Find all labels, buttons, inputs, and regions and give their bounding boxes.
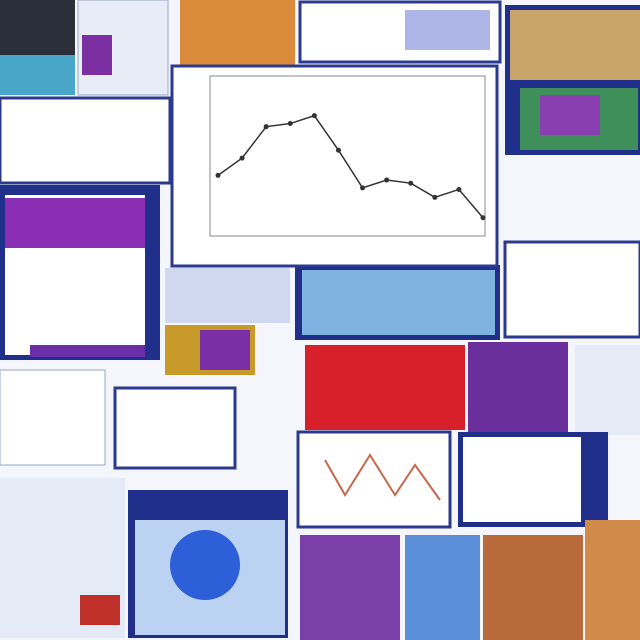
panel bbox=[540, 95, 600, 135]
panel bbox=[405, 535, 480, 640]
point bbox=[263, 124, 269, 130]
point bbox=[384, 177, 390, 183]
panel bbox=[300, 535, 400, 640]
plot-area bbox=[209, 75, 486, 237]
panel bbox=[483, 535, 583, 640]
panel bbox=[82, 35, 112, 75]
point bbox=[335, 147, 341, 153]
panel bbox=[180, 0, 295, 65]
panel bbox=[405, 10, 490, 50]
point bbox=[311, 113, 317, 119]
panel bbox=[302, 270, 495, 335]
panel bbox=[296, 430, 452, 529]
decor-line bbox=[324, 453, 441, 501]
line bbox=[217, 114, 484, 219]
panel bbox=[510, 10, 640, 80]
point bbox=[239, 155, 245, 161]
panel bbox=[575, 345, 640, 435]
panel bbox=[30, 345, 145, 357]
panel bbox=[0, 369, 106, 466]
panel bbox=[165, 268, 290, 323]
panel bbox=[113, 386, 237, 470]
panel bbox=[305, 345, 465, 430]
panel bbox=[585, 520, 640, 640]
panel bbox=[0, 96, 172, 185]
panel bbox=[503, 240, 640, 339]
panel bbox=[80, 595, 120, 625]
panel bbox=[0, 55, 75, 95]
line-chart bbox=[215, 113, 486, 221]
point bbox=[432, 194, 438, 200]
point bbox=[408, 180, 414, 186]
point bbox=[360, 185, 366, 191]
drop bbox=[170, 530, 240, 600]
point bbox=[480, 215, 486, 221]
panel bbox=[200, 330, 250, 370]
panel bbox=[5, 198, 145, 248]
point bbox=[287, 121, 293, 127]
panel bbox=[463, 437, 581, 522]
panel bbox=[0, 0, 75, 55]
panel bbox=[468, 342, 568, 432]
point bbox=[456, 186, 462, 192]
point bbox=[215, 172, 221, 178]
